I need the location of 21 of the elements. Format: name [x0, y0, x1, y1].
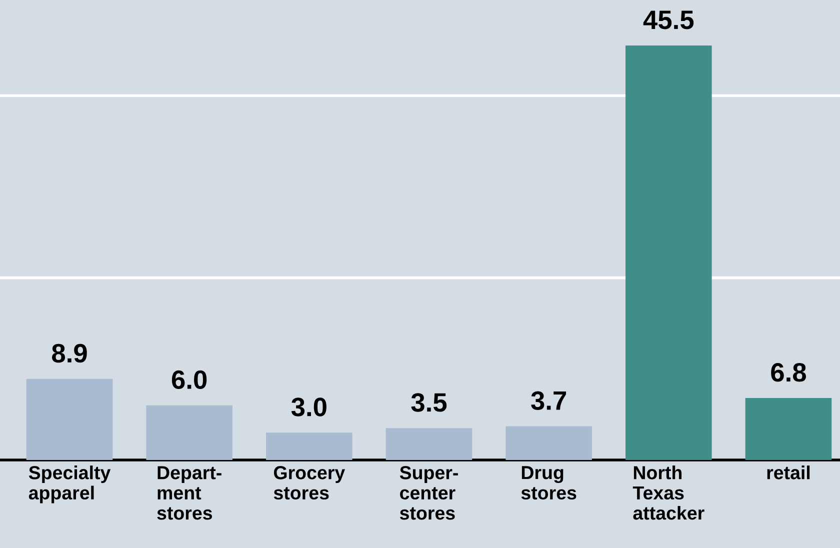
x-tick-label: Depart- ment stores [157, 466, 222, 520]
bar [386, 428, 472, 460]
bar [506, 426, 592, 460]
x-tick-label: North Texas attacker [632, 466, 704, 520]
bar [266, 432, 352, 460]
data-label: 3.5 [411, 393, 447, 412]
x-tick-label: retail [767, 466, 810, 480]
bar [745, 398, 832, 460]
bar [626, 46, 712, 460]
data-label: 6.0 [172, 370, 207, 390]
x-tick-label: Super- center stores [400, 466, 458, 520]
data-label: 3.0 [291, 398, 326, 416]
data-label: 6.8 [771, 363, 806, 382]
data-label: 3.7 [531, 391, 566, 410]
bar [26, 378, 113, 460]
x-tick-label: Grocery stores [274, 466, 346, 500]
bar [146, 405, 232, 460]
data-label: 8.9 [52, 344, 87, 363]
x-tick-label: Drug stores [521, 466, 576, 500]
data-label: 45.5 [643, 10, 694, 30]
x-tick-label: Specialty apparel [28, 466, 111, 504]
